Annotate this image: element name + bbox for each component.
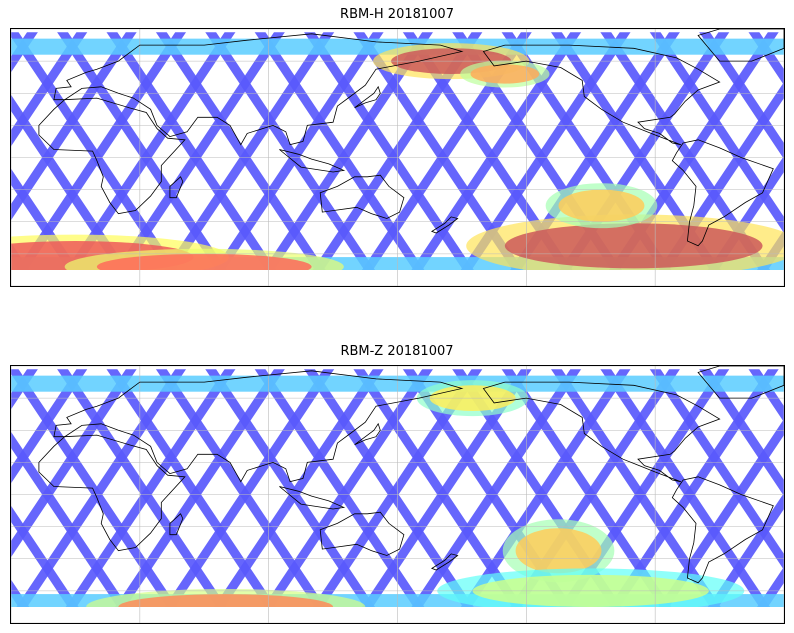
- ascending-swath: [757, 566, 784, 607]
- africa-coastline: [38, 434, 186, 552]
- anomaly-hotspot: [470, 64, 540, 84]
- north-america-coastline: [482, 44, 721, 146]
- anomaly-hotspot: [515, 528, 602, 574]
- australia-coastline: [319, 174, 405, 219]
- south-america-coastline: [671, 476, 774, 584]
- europe-asia-coastline: [53, 33, 464, 146]
- anomaly-hotspot: [504, 223, 763, 269]
- indonesia-coastline: [279, 486, 346, 510]
- japan-coastline: [354, 422, 381, 446]
- europe-asia-coastline: [53, 370, 464, 483]
- swath-map-rbm-z: [11, 366, 784, 623]
- madagascar-coastline: [169, 513, 184, 536]
- graticule: [11, 366, 784, 623]
- japan-coastline: [354, 85, 381, 109]
- ascending-swath: [707, 492, 784, 607]
- north-america-coastline: [482, 381, 721, 483]
- map-title-rbm-z: RBM-Z 20181007: [340, 344, 454, 359]
- graticule: [11, 29, 784, 286]
- swath-map-rbm-h: [11, 29, 784, 286]
- greenland-coastline: [697, 29, 784, 62]
- new-zealand-coastline: [430, 216, 459, 234]
- new-zealand-coastline: [430, 553, 459, 571]
- coastlines: [38, 366, 784, 584]
- ascending-swath: [11, 32, 88, 147]
- indonesia-coastline: [279, 149, 346, 173]
- map-title-rbm-h: RBM-H 20181007: [340, 7, 454, 22]
- descending-swath: [699, 369, 784, 497]
- map-panel-rbm-z: [10, 365, 785, 624]
- anomaly-hotspot: [96, 253, 312, 270]
- greenland-coastline: [697, 366, 784, 399]
- descending-swath: [748, 32, 784, 86]
- coastlines: [38, 29, 784, 247]
- anomaly-hotspot: [558, 189, 645, 222]
- ascending-swath: [11, 369, 88, 484]
- africa-coastline: [38, 97, 186, 215]
- australia-coastline: [319, 511, 405, 556]
- south-america-coastline: [671, 139, 774, 247]
- anomaly-hotspot: [118, 594, 334, 607]
- descending-swath: [11, 505, 79, 607]
- map-panel-rbm-h: [10, 28, 785, 287]
- descending-swath: [699, 32, 784, 160]
- descending-swath: [748, 369, 784, 423]
- madagascar-coastline: [169, 176, 184, 199]
